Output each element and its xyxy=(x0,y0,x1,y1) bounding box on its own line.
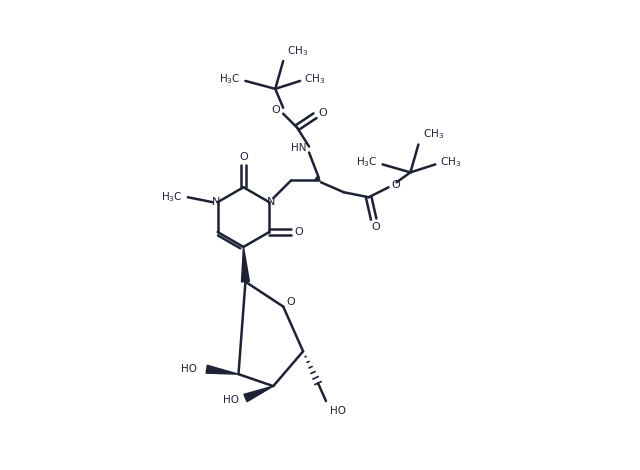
Text: H$_3$C: H$_3$C xyxy=(356,156,378,169)
Text: HO: HO xyxy=(223,395,239,405)
Text: O: O xyxy=(287,297,296,306)
Text: O: O xyxy=(239,152,248,163)
Text: N: N xyxy=(267,197,275,207)
Text: O: O xyxy=(295,227,303,237)
Text: O: O xyxy=(272,105,280,115)
Text: CH$_3$: CH$_3$ xyxy=(440,156,461,169)
Polygon shape xyxy=(244,386,273,402)
Text: CH$_3$: CH$_3$ xyxy=(287,44,308,58)
Polygon shape xyxy=(206,365,239,374)
Text: H$_3$C: H$_3$C xyxy=(161,190,182,204)
Text: O: O xyxy=(391,180,400,190)
Text: N: N xyxy=(211,197,220,207)
Text: HO: HO xyxy=(330,406,346,416)
Text: HO: HO xyxy=(180,364,196,374)
Text: H$_3$C: H$_3$C xyxy=(219,72,240,86)
Text: HN: HN xyxy=(291,142,307,153)
Text: CH$_3$: CH$_3$ xyxy=(424,128,445,141)
Text: CH$_3$: CH$_3$ xyxy=(305,72,326,86)
Text: O: O xyxy=(319,108,327,118)
Text: O: O xyxy=(371,222,380,232)
Polygon shape xyxy=(315,176,319,180)
Polygon shape xyxy=(241,247,250,282)
